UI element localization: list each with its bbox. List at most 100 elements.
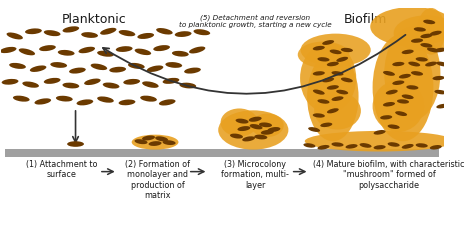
Ellipse shape (331, 142, 344, 147)
Text: (1) Attachment to
surface: (1) Attachment to surface (26, 160, 97, 179)
Ellipse shape (388, 142, 400, 147)
Ellipse shape (346, 144, 357, 149)
Ellipse shape (392, 62, 404, 66)
Ellipse shape (35, 98, 51, 105)
Ellipse shape (81, 32, 98, 38)
Ellipse shape (374, 130, 386, 135)
Ellipse shape (314, 92, 361, 130)
Ellipse shape (189, 47, 205, 53)
Text: (3) Microcolony
formation, multi-
layer: (3) Microcolony formation, multi- layer (221, 160, 289, 190)
Ellipse shape (327, 108, 339, 113)
Ellipse shape (437, 61, 448, 66)
Ellipse shape (313, 71, 325, 75)
Ellipse shape (155, 136, 168, 141)
Ellipse shape (425, 61, 437, 66)
Ellipse shape (137, 33, 154, 39)
Ellipse shape (109, 67, 126, 73)
Ellipse shape (180, 83, 196, 88)
Ellipse shape (147, 65, 164, 72)
Ellipse shape (401, 94, 414, 99)
Ellipse shape (380, 115, 392, 120)
Ellipse shape (307, 52, 358, 141)
Ellipse shape (19, 48, 35, 55)
Ellipse shape (383, 71, 395, 76)
Ellipse shape (432, 76, 445, 80)
Ellipse shape (416, 57, 428, 61)
Ellipse shape (322, 40, 334, 45)
Ellipse shape (153, 45, 170, 51)
Ellipse shape (327, 62, 339, 66)
Ellipse shape (434, 90, 447, 94)
Ellipse shape (251, 114, 284, 137)
Ellipse shape (135, 139, 147, 144)
Ellipse shape (39, 45, 56, 51)
Ellipse shape (30, 65, 46, 72)
Text: Biofilm: Biofilm (344, 12, 387, 25)
Ellipse shape (308, 127, 320, 132)
Ellipse shape (303, 143, 316, 148)
Ellipse shape (397, 99, 409, 104)
Ellipse shape (388, 124, 400, 129)
Ellipse shape (430, 145, 442, 149)
Ellipse shape (313, 46, 325, 50)
Ellipse shape (220, 109, 258, 136)
Ellipse shape (411, 38, 423, 43)
Ellipse shape (336, 90, 348, 94)
Ellipse shape (0, 47, 17, 53)
Ellipse shape (63, 26, 79, 33)
Ellipse shape (97, 51, 114, 57)
Ellipse shape (128, 63, 145, 69)
Ellipse shape (100, 28, 117, 35)
Ellipse shape (408, 61, 420, 66)
Ellipse shape (44, 78, 61, 84)
Ellipse shape (259, 122, 272, 127)
Ellipse shape (331, 71, 344, 76)
Ellipse shape (236, 119, 248, 123)
Ellipse shape (436, 104, 448, 109)
Ellipse shape (9, 63, 26, 69)
Ellipse shape (374, 145, 386, 149)
Ellipse shape (135, 49, 151, 55)
Ellipse shape (313, 113, 325, 118)
Ellipse shape (318, 99, 329, 104)
Ellipse shape (370, 7, 455, 46)
Ellipse shape (261, 130, 274, 135)
Ellipse shape (427, 48, 439, 52)
Ellipse shape (301, 34, 371, 66)
Ellipse shape (184, 68, 201, 74)
Ellipse shape (406, 85, 419, 90)
Text: (2) Formation of
monolayer and
production of
matrix: (2) Formation of monolayer and productio… (126, 160, 191, 200)
Ellipse shape (132, 135, 178, 150)
Ellipse shape (156, 28, 173, 35)
Ellipse shape (218, 110, 288, 150)
Ellipse shape (193, 29, 210, 35)
Ellipse shape (163, 78, 179, 84)
Ellipse shape (69, 68, 86, 74)
Ellipse shape (305, 131, 455, 151)
Ellipse shape (1, 79, 18, 85)
Ellipse shape (384, 27, 440, 120)
Ellipse shape (58, 50, 74, 56)
Ellipse shape (230, 134, 243, 139)
Ellipse shape (44, 30, 61, 36)
Ellipse shape (123, 79, 140, 85)
Ellipse shape (401, 49, 414, 54)
Ellipse shape (13, 96, 30, 102)
Ellipse shape (63, 83, 79, 88)
Ellipse shape (159, 99, 175, 106)
Text: (5) Detachment and reversion
to planktonic growth, starting a new cycle: (5) Detachment and reversion to plankton… (179, 14, 331, 28)
Ellipse shape (336, 57, 348, 62)
Ellipse shape (56, 96, 73, 101)
Ellipse shape (392, 81, 404, 85)
Ellipse shape (360, 143, 372, 148)
Ellipse shape (420, 43, 432, 48)
Ellipse shape (341, 48, 353, 52)
Ellipse shape (420, 34, 432, 38)
Ellipse shape (250, 124, 263, 129)
Ellipse shape (373, 80, 424, 132)
Ellipse shape (97, 97, 114, 103)
Ellipse shape (140, 96, 157, 102)
Ellipse shape (7, 33, 23, 39)
Ellipse shape (163, 140, 176, 145)
Ellipse shape (118, 30, 135, 36)
